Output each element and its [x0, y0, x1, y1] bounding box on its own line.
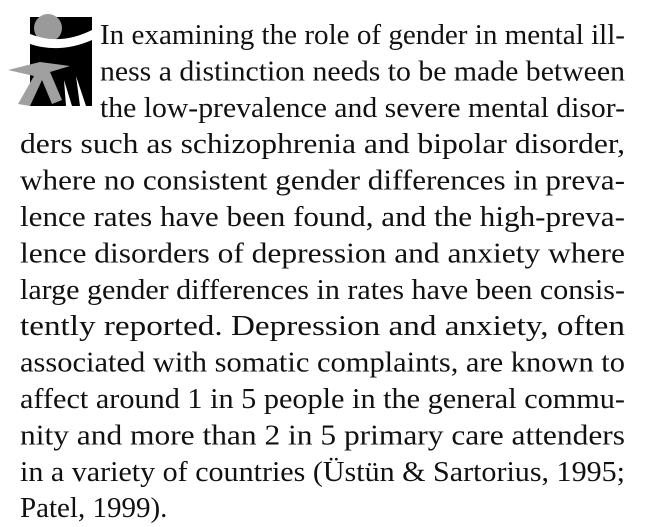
logo-stripe [30, 30, 92, 49]
text-line: tently reported. Depression and anxiety,… [20, 310, 626, 342]
text-line: in a variety of countries (Üstün & Sarto… [20, 456, 625, 488]
logo-icon [8, 14, 92, 106]
text-line: ness a distinction needs to be made betw… [100, 55, 626, 87]
text-line: where no consistent gender differences i… [20, 165, 625, 197]
text-line: Patel, 1999). [20, 492, 167, 524]
paragraph: In examining the role of gender in menta… [20, 19, 626, 524]
text-line: affect around 1 in 5 people in the gener… [20, 383, 625, 415]
text-line: nity and more than 2 in 5 primary care a… [20, 419, 625, 451]
text-line: lence rates have been found, and the hig… [20, 201, 625, 233]
text-line: ders such as schizophrenia and bipolar d… [20, 128, 625, 160]
logo-figure [8, 62, 70, 106]
text-line: In examining the role of gender in menta… [100, 19, 625, 51]
text-line: large gender differences in rates have b… [20, 274, 625, 306]
text-line: the low-prevalence and severe mental dis… [100, 92, 625, 124]
logo-legs [64, 76, 86, 106]
logo-head [34, 14, 62, 42]
text-line: lence disorders of depression and anxiet… [20, 237, 625, 269]
text-line: associated with somatic complaints, are … [20, 347, 625, 379]
